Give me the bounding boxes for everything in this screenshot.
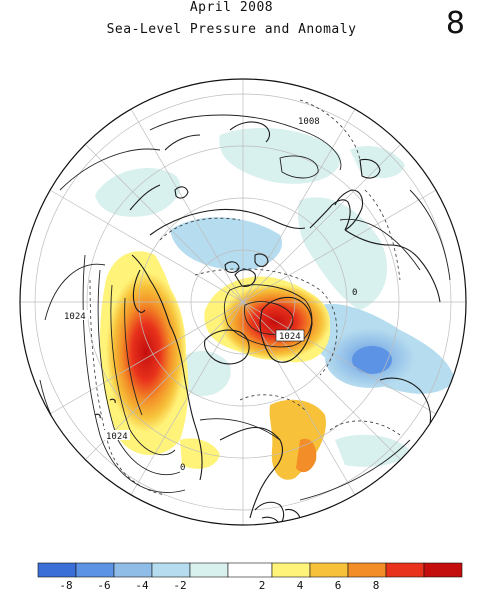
tick-label-2: 2 [259, 579, 266, 592]
colorbar-swatch [189, 562, 229, 578]
colorbar-swatch [75, 562, 115, 578]
contour-label-zero-b: 0 [352, 288, 357, 298]
contour-label-1024-west: 1024 [64, 312, 86, 322]
anomaly-zero-lines [89, 99, 401, 496]
tick-label-8: 8 [373, 579, 380, 592]
colorbar-swatch [113, 562, 153, 578]
colorbar-swatches [37, 562, 463, 578]
tick-label-neg6: -6 [97, 579, 110, 592]
colorbar-swatch [37, 562, 77, 578]
polar-map: 1008 1024 1024 1024 0 0 [19, 78, 467, 526]
colorbar-swatch [151, 562, 191, 578]
contour-label-1024-south: 1024 [106, 432, 128, 442]
tick-label-neg8: -8 [59, 579, 72, 592]
coastlines [94, 121, 441, 525]
colorbar-swatch [271, 562, 311, 578]
contour-labels: 1008 1024 1024 1024 0 0 [62, 115, 357, 473]
tick-label-6: 6 [335, 579, 342, 592]
colorbar-swatch [385, 562, 425, 578]
colorbar-swatch [309, 562, 349, 578]
colorbar: -8 -6 -4 -2 2 4 6 8 [37, 562, 463, 592]
map-subtitle: Sea-Level Pressure and Anomaly [106, 22, 357, 37]
graticule [20, 79, 466, 525]
colorbar-swatch [347, 562, 387, 578]
panel-number: 8 [445, 6, 465, 41]
contour-label-zero-a: 0 [180, 463, 185, 473]
tick-label-neg4: -4 [135, 579, 149, 592]
map-disc [20, 79, 466, 525]
colorbar-swatch [423, 562, 463, 578]
map-border [19, 78, 467, 526]
tick-label-4: 4 [297, 579, 304, 592]
map-title: April 2008 [189, 0, 274, 15]
colorbar-ticks: -8 -6 -4 -2 2 4 6 8 [59, 579, 379, 592]
contour-label-1008: 1008 [298, 117, 320, 127]
colorbar-swatch [227, 562, 273, 578]
contour-label-1024-east: 1024 [279, 332, 301, 342]
tick-label-neg2: -2 [173, 579, 186, 592]
